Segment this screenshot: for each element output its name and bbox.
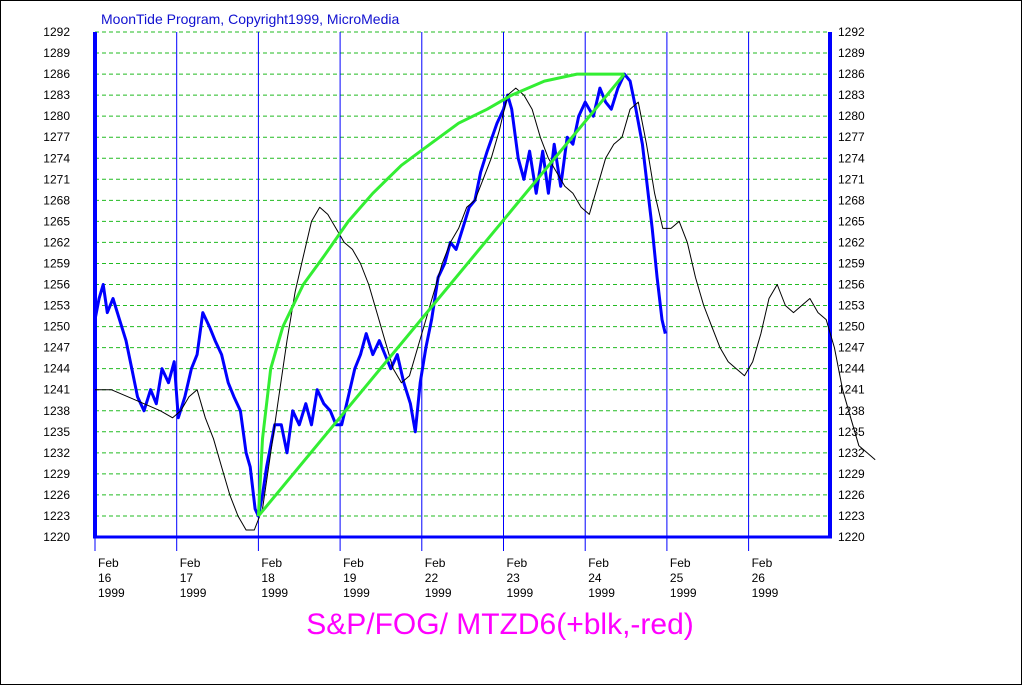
day-divider-lines [176,32,750,537]
y-tick-label: 1265 [43,214,70,228]
y-tick-label: 1250 [43,320,70,334]
y-tick-label: 1280 [838,109,865,123]
chart-title: S&P/FOG/ MTZD6(+blk,-red) [306,608,694,641]
y-tick-label: 1286 [43,67,70,81]
series-line-1 [95,87,876,531]
y-tick-label: 1250 [838,320,865,334]
x-tick-month: Feb [752,556,773,570]
series-line-2 [256,72,625,517]
y-tick-label: 1283 [43,88,70,102]
x-tick-year: 1999 [261,586,288,600]
x-tick-year: 1999 [752,586,779,600]
y-tick-label: 1253 [838,299,865,313]
y-tick-label: 1271 [838,172,865,186]
y-tick-label: 1277 [43,130,70,144]
x-tick-day: 19 [343,571,357,585]
x-tick-day: 16 [98,571,112,585]
plot-axes [93,32,832,539]
x-tick-month: Feb [261,556,282,570]
y-tick-label: 1289 [838,46,865,60]
x-tick-year: 1999 [343,586,370,600]
x-tick-day: 18 [261,571,275,585]
x-tick-month: Feb [670,556,691,570]
x-tick-year: 1999 [507,586,534,600]
y-tick-label: 1259 [838,256,865,270]
y-tick-label: 1289 [43,46,70,60]
y-tick-label: 1220 [838,530,865,544]
y-axis-left-ticks: 1220 1223 1226 1229 1232 1235 1238 1241 1244 1247… [43,25,70,544]
y-tick-label: 1223 [43,509,70,523]
y-tick-label: 1268 [838,193,865,207]
x-tick-year: 1999 [180,586,207,600]
y-tick-label: 1271 [43,172,70,186]
y-tick-label: 1229 [838,467,865,481]
grid-lines [95,31,830,517]
y-tick-label: 1280 [43,109,70,123]
y-axis-right-ticks: 1220 1223 1226 1229 1232 1235 1238 1241 1244 1247… [838,25,865,544]
x-tick-day: 17 [180,571,194,585]
y-tick-label: 1238 [43,404,70,418]
x-tick-month: Feb [98,556,119,570]
y-tick-label: 1256 [43,278,70,292]
copyright-text: MoonTide Program, Copyright1999, MicroMe… [101,11,399,27]
series-layer [93,72,876,531]
x-tick-month: Feb [425,556,446,570]
y-tick-label: 1277 [838,130,865,144]
x-tick-month: Feb [343,556,364,570]
y-tick-label: 1283 [838,88,865,102]
x-tick-year: 1999 [588,586,615,600]
series-line-0 [93,72,667,518]
y-tick-label: 1220 [43,530,70,544]
y-tick-label: 1229 [43,467,70,481]
y-tick-label: 1292 [838,25,865,39]
y-tick-label: 1223 [838,509,865,523]
y-tick-label: 1292 [43,25,70,39]
x-axis-ticks: Feb161999Feb171999Feb181999Feb191999Feb2… [94,537,779,600]
x-tick-month: Feb [180,556,201,570]
x-tick-day: 24 [588,571,602,585]
x-tick-day: 23 [507,571,521,585]
y-tick-label: 1232 [43,446,70,460]
y-tick-label: 1226 [838,488,865,502]
x-tick-year: 1999 [98,586,125,600]
y-tick-label: 1262 [838,235,865,249]
x-tick-day: 25 [670,571,684,585]
y-tick-label: 1265 [838,214,865,228]
y-tick-label: 1247 [838,341,865,355]
x-tick-year: 1999 [670,586,697,600]
y-tick-label: 1235 [43,425,70,439]
y-tick-label: 1274 [838,151,865,165]
y-tick-label: 1241 [838,383,865,397]
y-tick-label: 1253 [43,299,70,313]
y-tick-label: 1241 [43,383,70,397]
y-tick-label: 1256 [838,278,865,292]
y-tick-label: 1247 [43,341,70,355]
x-tick-month: Feb [507,556,528,570]
y-tick-label: 1244 [43,362,70,376]
y-tick-label: 1238 [838,404,865,418]
x-tick-day: 26 [752,571,766,585]
y-tick-label: 1235 [838,425,865,439]
y-tick-label: 1259 [43,256,70,270]
y-tick-label: 1226 [43,488,70,502]
y-tick-label: 1232 [838,446,865,460]
y-tick-label: 1262 [43,235,70,249]
series-line-3 [257,73,626,517]
y-tick-label: 1286 [838,67,865,81]
x-tick-year: 1999 [425,586,452,600]
x-tick-month: Feb [588,556,609,570]
y-tick-label: 1268 [43,193,70,207]
x-tick-day: 22 [425,571,439,585]
y-tick-label: 1274 [43,151,70,165]
y-tick-label: 1244 [838,362,865,376]
